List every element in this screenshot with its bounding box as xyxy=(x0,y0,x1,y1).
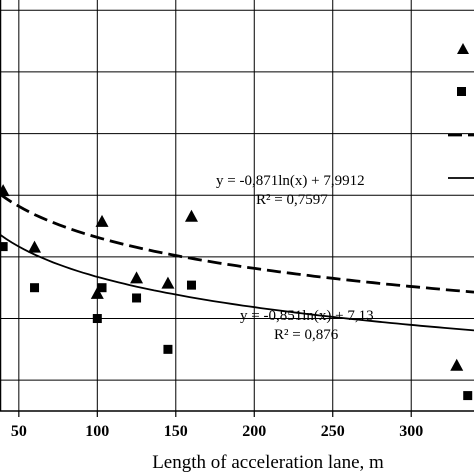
x-tick-labels: 50 100 150 200 250 300 xyxy=(11,423,423,440)
triangle-point xyxy=(161,276,175,289)
triangle-point xyxy=(450,358,464,371)
dashed-trendline-r2: R² = 0,7597 xyxy=(256,192,328,208)
x-tick-label: 100 xyxy=(85,423,109,440)
x-tick-label: 300 xyxy=(399,423,423,440)
triangle-point xyxy=(28,240,42,253)
solid-trendline-equation: y = -0,851ln(x) + 7,13 xyxy=(240,308,374,324)
grid xyxy=(0,0,474,411)
square-point xyxy=(97,283,107,293)
solid-trendline xyxy=(0,233,474,332)
dashed-trendline-equation: y = -0,871ln(x) + 7,9912 xyxy=(216,173,365,189)
square-point xyxy=(163,344,173,354)
axes xyxy=(0,0,474,417)
square-point xyxy=(0,242,8,252)
data-points xyxy=(0,184,473,401)
x-tick-label: 250 xyxy=(321,423,345,440)
triangle-point xyxy=(95,214,109,227)
x-tick-label: 50 xyxy=(11,423,27,440)
square-point xyxy=(463,391,473,401)
triangle-point xyxy=(130,271,144,284)
triangle-point xyxy=(0,184,10,197)
legend-square-symbol xyxy=(457,87,466,96)
solid-trendline-r2: R² = 0,876 xyxy=(274,327,339,343)
trendlines xyxy=(0,192,474,332)
square-point xyxy=(186,280,196,290)
x-tick-label: 150 xyxy=(164,423,188,440)
triangle-point xyxy=(184,209,198,222)
legend-triangle-symbol xyxy=(457,43,469,54)
dashed-trendline xyxy=(0,192,474,294)
square-point xyxy=(132,293,142,303)
x-tick-label: 200 xyxy=(242,423,266,440)
legend xyxy=(448,43,474,179)
square-point xyxy=(92,314,102,324)
x-axis-label: Length of acceleration lane, m xyxy=(152,452,384,473)
square-point xyxy=(30,283,40,293)
triangle-point xyxy=(90,286,104,299)
